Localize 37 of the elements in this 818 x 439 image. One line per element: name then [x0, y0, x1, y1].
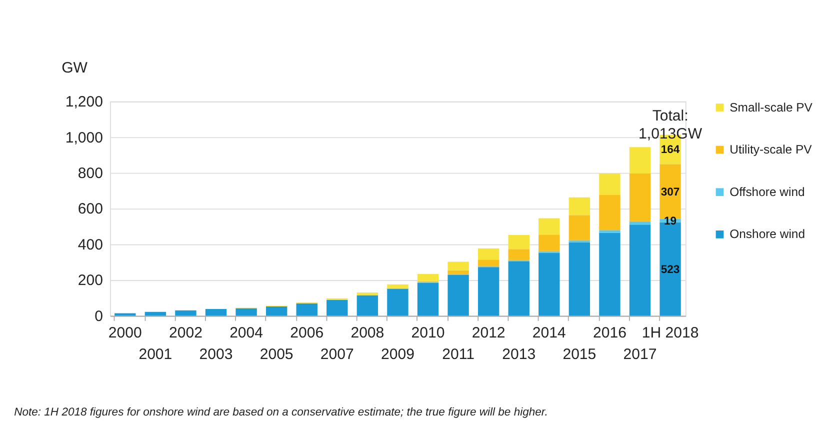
x-tick-label: 2013 [502, 346, 536, 364]
data-label: 19 [664, 215, 677, 228]
y-tick-label: 0 [94, 308, 103, 325]
legend-label: Small-scale PV [730, 100, 814, 114]
y-tick-label: 1,000 [65, 129, 103, 146]
y-tick-label: 600 [78, 200, 103, 218]
text: Note: 1H 2018 figures for onshore wind are based on a conservative estimate; the true figure will be higher. [14, 406, 548, 418]
x-tick-label: 2001 [138, 346, 172, 364]
total-label: Total: 1,013GW [638, 108, 703, 143]
x-tick-label: 2011 [442, 346, 474, 364]
y-tick-label: 400 [78, 236, 103, 254]
x-tick-label: 2005 [260, 346, 294, 364]
x-tick-label: 2006 [290, 324, 324, 342]
x-tick-label: 2015 [562, 346, 596, 364]
x-tick-label: 2010 [411, 324, 445, 342]
x-tick-label: 2009 [380, 346, 414, 364]
data-label: 523 [660, 264, 680, 276]
data-label: 164 [660, 144, 680, 156]
x-tick-label: 1H 2018 [642, 324, 699, 342]
legend-label: Offshore wind [730, 184, 805, 199]
legend-label: Onshore wind [730, 227, 806, 242]
legend-label: Utility-scale PV [730, 142, 813, 157]
x-tick-label: 2000 [108, 324, 142, 342]
x-tick-label: 2017 [623, 346, 657, 364]
y-tick-label: 200 [78, 272, 103, 290]
y-tick-label: 1,200 [65, 94, 103, 111]
y-axis-title: GW [62, 60, 88, 77]
y-tick-label: 800 [78, 165, 103, 182]
data-label: 307 [660, 186, 680, 198]
x-tick-label: 2003 [199, 346, 233, 364]
x-tick-label: 2014 [532, 324, 566, 342]
x-tick-label: 2004 [230, 324, 264, 342]
x-tick-label: 2012 [472, 324, 506, 342]
x-tick-label: 2016 [592, 324, 626, 342]
x-tick-label: 2008 [350, 324, 384, 342]
x-tick-label: 2007 [320, 346, 354, 364]
x-tick-label: 2002 [168, 324, 202, 342]
